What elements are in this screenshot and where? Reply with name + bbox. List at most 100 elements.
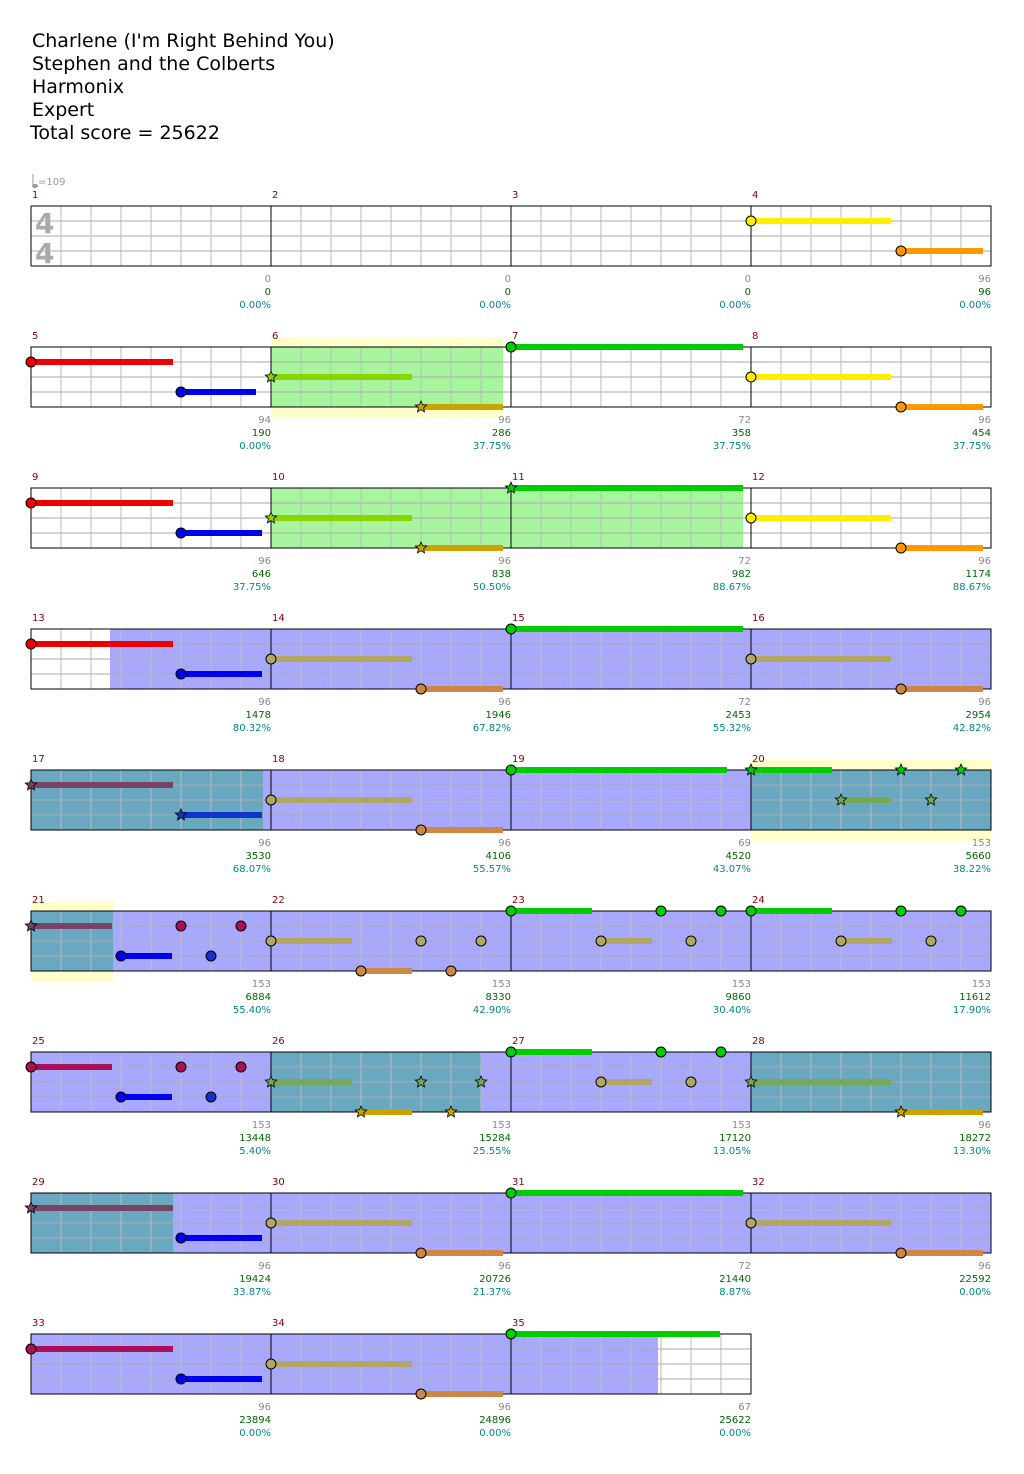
staff-row-8: 29 96 19424 33.87% 30 96 20726 21.37% 31 72 21440 8… — [24, 1177, 992, 1298]
measure-percent: 0.00% — [479, 300, 511, 311]
measure-percent: 0.00% — [959, 1287, 991, 1298]
measure-number: 19 — [512, 754, 525, 765]
measure-score: 11612 — [959, 992, 991, 1003]
measure-score: 0 — [265, 287, 271, 298]
measure-score: 1174 — [966, 569, 991, 580]
measure-score: 6884 — [246, 992, 271, 1003]
note-gem — [265, 935, 277, 947]
measure-number: 28 — [752, 1036, 765, 1047]
measure-number: 5 — [32, 331, 38, 342]
measure-score: 9860 — [726, 992, 751, 1003]
measure-percent: 13.05% — [713, 1146, 751, 1157]
note-gem — [415, 683, 427, 695]
measure-score: 190 — [252, 428, 271, 439]
measure-number: 12 — [752, 472, 765, 483]
measure-note-count: 153 — [252, 979, 271, 990]
measure-note-count: 0 — [505, 274, 511, 285]
star-note — [414, 540, 428, 554]
measure-number: 9 — [32, 472, 38, 483]
note-gem — [745, 371, 757, 383]
measure-score: 8330 — [486, 992, 511, 1003]
staff-row-5: 17 96 3530 68.07% 18 96 4106 55.57% 19 69 4520 43.0… — [24, 754, 992, 875]
measure-percent: 0.00% — [959, 300, 991, 311]
measure-number: 32 — [752, 1177, 765, 1188]
measure-number: 14 — [272, 613, 285, 624]
measure-score: 4106 — [486, 851, 511, 862]
star-note — [444, 1104, 458, 1118]
measure-note-count: 0 — [265, 274, 271, 285]
measure-number: 11 — [512, 472, 525, 483]
note-gem — [715, 905, 727, 917]
measure-number: 27 — [512, 1036, 525, 1047]
measure-number: 33 — [32, 1318, 45, 1329]
note-gem — [415, 935, 427, 947]
measure-score: 19424 — [239, 1274, 271, 1285]
total-score: Total score = 25622 — [30, 122, 220, 144]
measure-note-count: 96 — [258, 838, 271, 849]
star-note — [954, 762, 968, 776]
measure-note-count: 96 — [978, 556, 991, 567]
measure-percent: 25.55% — [473, 1146, 511, 1157]
measure-score: 15284 — [479, 1133, 511, 1144]
measure-score: 24896 — [479, 1415, 511, 1426]
star-note — [354, 1104, 368, 1118]
measure-number: 29 — [32, 1177, 45, 1188]
staff-row-6: 21 153 6884 55.40% 22 153 8330 42.90% 23 153 9860 3… — [24, 895, 992, 1016]
measure-percent: 88.67% — [953, 582, 991, 593]
measure-note-count: 96 — [498, 415, 511, 426]
measure-number: 4 — [752, 190, 758, 201]
measure-score: 2954 — [966, 710, 991, 721]
note-gem — [955, 905, 967, 917]
measure-note-count: 96 — [498, 838, 511, 849]
measure-percent: 42.90% — [473, 1005, 511, 1016]
note-gem — [895, 1247, 907, 1259]
note-gem — [745, 1217, 757, 1229]
measure-number: 23 — [512, 895, 525, 906]
note-gem — [415, 824, 427, 836]
note-gem — [175, 920, 187, 932]
staff-row-9: 33 96 23894 0.00% 34 96 24896 0.00% 35 67 25622 0.0… — [25, 1318, 752, 1439]
measure-number: 24 — [752, 895, 765, 906]
measure-percent: 5.40% — [239, 1146, 271, 1157]
note-gem — [175, 1373, 187, 1385]
star-note — [744, 1074, 758, 1088]
star-note — [834, 792, 848, 806]
star-note — [264, 1074, 278, 1088]
measure-note-count: 96 — [498, 1261, 511, 1272]
measure-score: 20726 — [479, 1274, 511, 1285]
note-gem — [175, 527, 187, 539]
note-gem — [655, 905, 667, 917]
measure-score: 18272 — [959, 1133, 991, 1144]
note-gem — [505, 764, 517, 776]
measure-number: 17 — [32, 754, 45, 765]
measure-score: 0 — [745, 287, 751, 298]
measure-note-count: 153 — [972, 979, 991, 990]
note-gem — [25, 1343, 37, 1355]
measure-note-count: 96 — [498, 1402, 511, 1413]
measure-score: 646 — [252, 569, 271, 580]
measure-note-count: 96 — [978, 1261, 991, 1272]
song-header: Charlene (I'm Right Behind You) Stephen … — [30, 30, 335, 145]
measure-note-count: 153 — [732, 979, 751, 990]
measure-percent: 88.67% — [713, 582, 751, 593]
note-gem — [745, 215, 757, 227]
time-signature-top: 4 — [35, 207, 54, 240]
note-gem — [895, 245, 907, 257]
star-note — [894, 1104, 908, 1118]
star-note — [414, 1074, 428, 1088]
note-gem — [895, 542, 907, 554]
measure-number: 1 — [32, 190, 38, 201]
measure-number: 34 — [272, 1318, 285, 1329]
note-gem — [925, 935, 937, 947]
measure-percent: 30.40% — [713, 1005, 751, 1016]
note-gem — [505, 905, 517, 917]
star-note — [24, 918, 38, 932]
note-gem — [685, 1076, 697, 1088]
measure-note-count: 153 — [492, 1120, 511, 1131]
measure-percent: 0.00% — [239, 441, 271, 452]
measure-score: 17120 — [719, 1133, 751, 1144]
measure-number: 26 — [272, 1036, 285, 1047]
star-note — [924, 792, 938, 806]
